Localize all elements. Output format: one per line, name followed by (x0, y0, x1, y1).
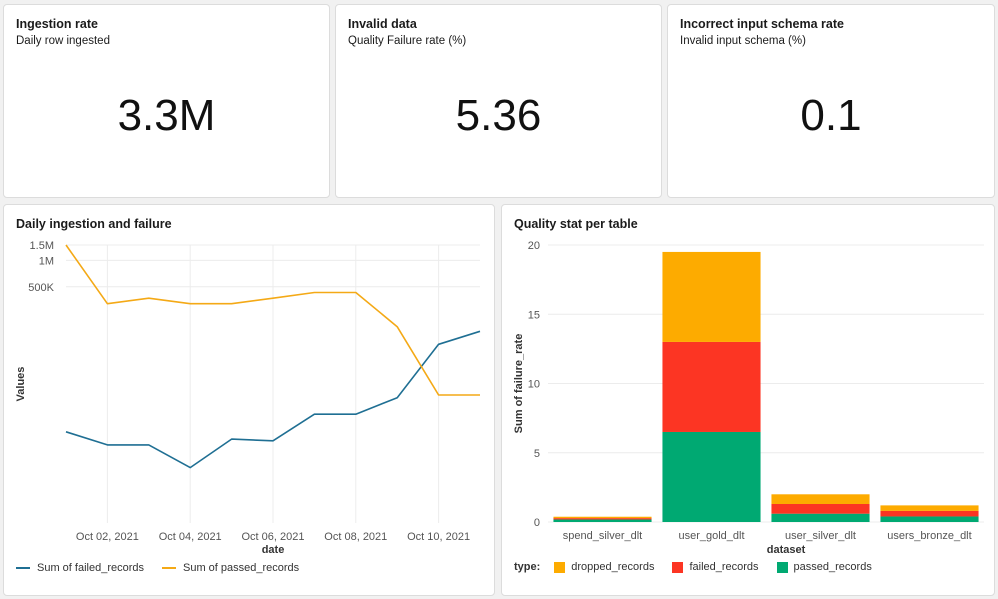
bar-failed-spend_silver_dlt (553, 518, 652, 520)
y-tick-label: 500K (28, 282, 54, 294)
x-tick-label: Oct 02, 2021 (76, 531, 139, 543)
bar-dropped-users_bronze_dlt (880, 505, 979, 511)
line-chart-card: Daily ingestion and failure Oct 02, 2021… (3, 204, 495, 596)
y-tick-label: 15 (528, 309, 540, 321)
card-title: Incorrect input schema rate (680, 17, 844, 31)
legend-swatch-failed (672, 561, 684, 573)
legend-label: failed_records (689, 561, 759, 573)
legend-label: passed_records (793, 561, 872, 573)
bar-dropped-user_silver_dlt (771, 494, 870, 504)
bar-failed-user_gold_dlt (662, 341, 761, 432)
series-line-passed (65, 244, 480, 396)
y-tick-label: 1M (39, 255, 54, 267)
x-tick-label: users_bronze_dlt (887, 530, 971, 542)
y-axis-title: Values (15, 367, 27, 402)
counter-card-invalid-data: Invalid data Quality Failure rate (%) 5.… (335, 4, 662, 198)
card-title: Quality stat per table (514, 217, 638, 231)
x-tick-label: Oct 04, 2021 (159, 531, 222, 543)
card-title: Ingestion rate (16, 17, 98, 31)
legend-swatch-dropped (554, 561, 566, 573)
y-tick-label: 20 (528, 240, 540, 252)
counter-card-ingestion: Ingestion rate Daily row ingested 3.3M (3, 4, 330, 198)
legend-item-dropped[interactable]: dropped_records (554, 561, 654, 573)
x-tick-label: Oct 06, 2021 (242, 531, 305, 543)
legend-title: type: (514, 561, 541, 573)
legend-label: Sum of passed_records (183, 562, 300, 574)
y-tick-label: 10 (528, 379, 540, 391)
legend-item-failed[interactable]: failed_records (672, 561, 759, 573)
counter-card-schema-rate: Incorrect input schema rate Invalid inpu… (667, 4, 995, 198)
y-tick-label: 1.5M (30, 240, 54, 252)
bar-dropped-user_gold_dlt (662, 251, 761, 342)
card-title: Invalid data (348, 17, 417, 31)
legend-label: Sum of failed_records (37, 562, 144, 574)
line-legend: Sum of failed_records Sum of passed_reco… (16, 562, 317, 574)
bar-passed-users_bronze_dlt (880, 516, 979, 522)
legend-item-failed[interactable]: Sum of failed_records (16, 562, 144, 574)
x-tick-label: Oct 10, 2021 (407, 531, 470, 543)
counter-value: 5.36 (455, 91, 542, 140)
series-line-failed (65, 330, 481, 469)
legend-item-passed[interactable]: Sum of passed_records (162, 562, 299, 574)
legend-line-passed (162, 567, 176, 569)
x-axis-title: dataset (767, 544, 806, 556)
x-tick-label: user_silver_dlt (785, 530, 856, 542)
x-tick-label: user_gold_dlt (678, 530, 744, 542)
counter-value: 3.3M (117, 91, 216, 140)
y-axis-title: Sum of failure_rate (513, 334, 525, 434)
line-chart: Oct 02, 2021 Oct 04, 2021 Oct 06, 2021 Oct … (15, 240, 481, 556)
y-tick-label: 5 (534, 448, 540, 460)
bar-failed-users_bronze_dlt (880, 510, 979, 517)
card-subtitle: Daily row ingested (16, 35, 110, 47)
bar-chart-card: Quality stat per table 0 5 10 15 20 Sum of fa… (501, 204, 995, 596)
x-tick-label: spend_silver_dlt (563, 530, 643, 542)
legend-line-failed (16, 567, 30, 569)
x-axis-title: date (262, 544, 285, 556)
bar-passed-spend_silver_dlt (553, 519, 652, 522)
x-tick-label: Oct 08, 2021 (324, 531, 387, 543)
legend-swatch-passed (776, 561, 788, 573)
bar-passed-user_silver_dlt (771, 513, 870, 522)
counter-value: 0.1 (800, 91, 862, 140)
card-title: Daily ingestion and failure (16, 217, 172, 231)
legend-label: dropped_records (571, 561, 655, 573)
bar-dropped-spend_silver_dlt (553, 516, 652, 519)
card-subtitle: Invalid input schema (%) (680, 35, 806, 47)
bar-passed-user_gold_dlt (662, 431, 761, 522)
bar-legend: type: dropped_records failed_records pas… (514, 561, 890, 573)
y-tick-label: 0 (534, 517, 540, 529)
card-subtitle: Quality Failure rate (%) (348, 35, 467, 47)
legend-item-passed[interactable]: passed_records (776, 561, 872, 573)
bar-failed-user_silver_dlt (771, 503, 870, 514)
